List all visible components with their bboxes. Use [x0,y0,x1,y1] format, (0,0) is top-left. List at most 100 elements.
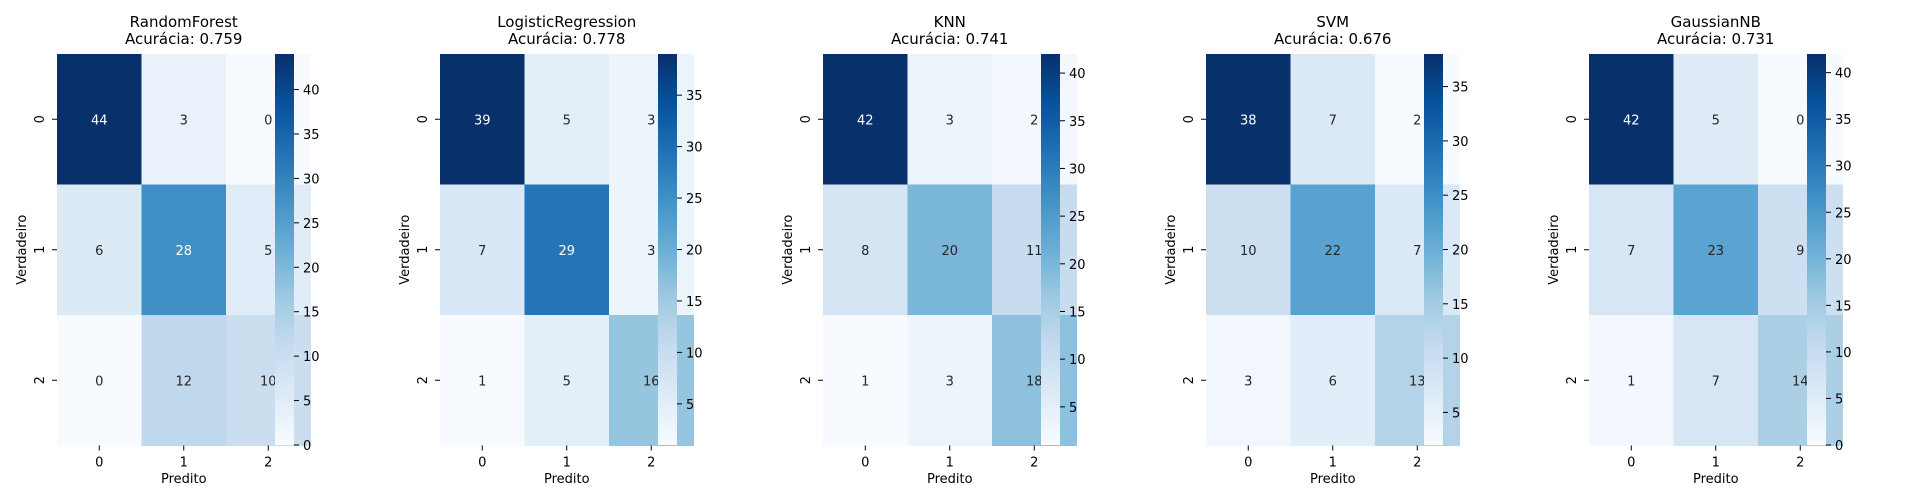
colorbar-tick-label: 20 [303,261,320,276]
colorbar-tick-label: 15 [303,306,320,321]
heatmap-cell [57,184,142,316]
heatmap-cell [57,315,142,446]
x-tick-label: 0 [95,456,103,471]
colorbar-tick-label: 15 [1069,305,1086,320]
colorbar-tick-label: 30 [686,141,703,156]
cell-value-label: 3 [946,374,954,389]
colorbar [1041,54,1060,445]
cell-value-label: 3 [647,244,655,259]
y-axis-label: Verdadeiro [15,215,30,285]
y-tick-label: 2 [1182,376,1197,384]
cell-value-label: 42 [857,113,874,128]
colorbar-tick-label: 20 [1835,253,1852,268]
x-tick-label: 1 [1712,456,1720,471]
heatmap-cell [992,54,1077,185]
x-axis-label: Predito [927,472,973,487]
cell-value-label: 20 [941,244,958,259]
colorbar-tick-label: 5 [1835,392,1843,407]
colorbar-tick-label: 20 [686,244,703,259]
heatmap-cell [992,184,1077,316]
colorbar-tick-label: 5 [303,395,311,410]
y-tick-label: 2 [799,376,814,384]
heatmap-cell [524,315,610,446]
x-tick-label: 1 [563,456,571,471]
chart-subtitle: Acurácia: 0.741 [891,30,1008,48]
x-axis-label: Predito [1693,472,1739,487]
x-tick-label: 0 [478,456,486,471]
x-tick-label: 1 [1329,456,1337,471]
cell-value-label: 5 [264,244,272,259]
heatmap-cell [609,54,694,185]
colorbar-tick-label: 10 [303,350,320,365]
heatmap-cell [226,315,311,446]
chart-subtitle: Acurácia: 0.759 [125,30,242,48]
heatmap-cell [524,54,610,185]
heatmap-cell [1589,184,1674,316]
colorbar-tick-label: 5 [686,398,694,413]
cell-value-label: 28 [175,244,192,259]
y-axis-label: Verdadeiro [1164,215,1179,285]
heatmap-cell [141,184,227,316]
cell-value-label: 7 [1413,244,1421,259]
chart-subtitle: Acurácia: 0.778 [508,30,625,48]
cell-value-label: 9 [1796,244,1804,259]
heatmap-cell [440,184,525,316]
cell-value-label: 7 [1712,374,1720,389]
cell-value-label: 23 [1707,244,1724,259]
heatmap-cell [1673,184,1759,316]
cell-value-label: 5 [563,374,571,389]
colorbar-tick-label: 10 [1835,346,1852,361]
cell-value-label: 2 [1030,113,1038,128]
y-tick-label: 0 [1565,115,1580,123]
cell-value-label: 3 [647,113,655,128]
cell-value-label: 16 [643,374,660,389]
colorbar-tick-label: 30 [303,172,320,187]
cell-value-label: 10 [260,374,277,389]
cell-value-label: 29 [558,244,575,259]
y-tick-label: 1 [416,246,431,254]
cell-value-label: 12 [175,374,192,389]
colorbar-tick-label: 30 [1835,160,1852,175]
colorbar-tick-label: 5 [1069,401,1077,416]
colorbar-tick-label: 25 [686,192,703,207]
colorbar-tick-label: 25 [303,217,320,232]
colorbar-tick-label: 0 [303,439,311,454]
colorbar-tick-label: 35 [303,128,320,143]
y-axis-label: Verdadeiro [1547,215,1562,285]
cell-value-label: 38 [1240,113,1257,128]
cell-value-label: 18 [1026,374,1043,389]
y-axis-label: Verdadeiro [398,215,413,285]
colorbar-tick-label: 10 [686,346,703,361]
chart-title: LogisticRegression [497,13,636,31]
y-tick-label: 0 [33,115,48,123]
y-tick-label: 2 [416,376,431,384]
colorbar [658,54,677,445]
heatmap-cell [823,315,908,446]
y-tick-label: 1 [1182,246,1197,254]
cell-value-label: 1 [1627,374,1635,389]
colorbar-tick-label: 15 [686,295,703,310]
cell-value-label: 6 [95,244,103,259]
x-tick-label: 2 [1413,456,1421,471]
y-tick-label: 0 [1182,115,1197,123]
x-tick-label: 2 [1796,456,1804,471]
chart-title: KNN [934,13,966,31]
cell-value-label: 13 [1409,374,1426,389]
heatmap-cell [1206,315,1291,446]
heatmap-cell [141,315,227,446]
cell-value-label: 7 [1329,113,1337,128]
colorbar-tick-label: 25 [1452,189,1469,204]
heatmap-cell [1290,184,1376,316]
colorbar-tick-label: 30 [1452,135,1469,150]
x-axis-label: Predito [544,472,590,487]
heatmap-cell [1758,184,1843,316]
colorbar-tick-label: 20 [1452,244,1469,259]
colorbar-tick-label: 40 [303,84,320,99]
heatmap-cell [823,184,908,316]
cell-value-label: 39 [474,113,491,128]
x-tick-label: 0 [1627,456,1635,471]
